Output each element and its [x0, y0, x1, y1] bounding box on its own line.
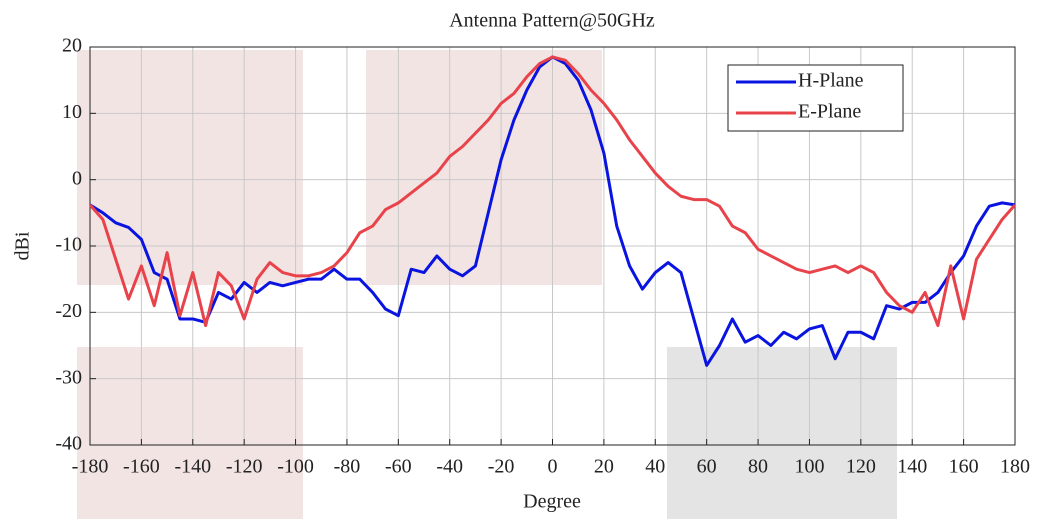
- plot-frame: [89, 46, 1016, 446]
- x-tick-label: -40: [436, 456, 463, 478]
- region: [366, 50, 602, 285]
- x-tick-label: -160: [123, 456, 160, 478]
- x-tick-label: 0: [548, 456, 558, 478]
- region: [77, 50, 303, 285]
- y-tick-label: -40: [55, 433, 82, 455]
- x-tick-label: -60: [385, 456, 412, 478]
- legend-label: H-Plane: [798, 70, 864, 92]
- y-tick-label: 10: [62, 101, 82, 123]
- y-tick-label: -30: [55, 366, 82, 388]
- x-tick-label: 180: [1000, 456, 1030, 478]
- region: [77, 347, 303, 519]
- x-tick-label: 100: [794, 456, 824, 478]
- x-tick-label: 60: [697, 456, 717, 478]
- x-tick-label: 120: [846, 456, 876, 478]
- x-tick-label: -100: [277, 456, 314, 478]
- legend-box: [727, 64, 904, 132]
- x-tick-label: 140: [897, 456, 927, 478]
- x-tick-label: -80: [334, 456, 361, 478]
- x-tick-label: 40: [645, 456, 665, 478]
- region: [667, 347, 897, 519]
- x-tick-label: -140: [174, 456, 211, 478]
- y-tick-label: -10: [55, 234, 82, 256]
- x-tick-label: -20: [488, 456, 515, 478]
- y-tick-label: 0: [72, 167, 82, 189]
- legend-label: E-Plane: [798, 101, 861, 123]
- chart-title: Antenna Pattern@50GHz: [449, 10, 655, 32]
- x-axis-label: Degree: [523, 491, 581, 513]
- y-axis-label: dBi: [12, 231, 34, 260]
- line-series: [88, 55, 1017, 328]
- x-tick-label: 80: [748, 456, 768, 478]
- x-tick-label: 160: [949, 456, 979, 478]
- y-tick-label: 20: [62, 35, 82, 57]
- x-tick-label: 20: [594, 456, 614, 478]
- shaded-regions: [77, 50, 897, 519]
- x-tick-label: -180: [72, 456, 109, 478]
- x-tick-label: -120: [226, 456, 263, 478]
- legend: H-Plane E-Plane: [727, 64, 904, 132]
- y-tick-label: -20: [55, 300, 82, 322]
